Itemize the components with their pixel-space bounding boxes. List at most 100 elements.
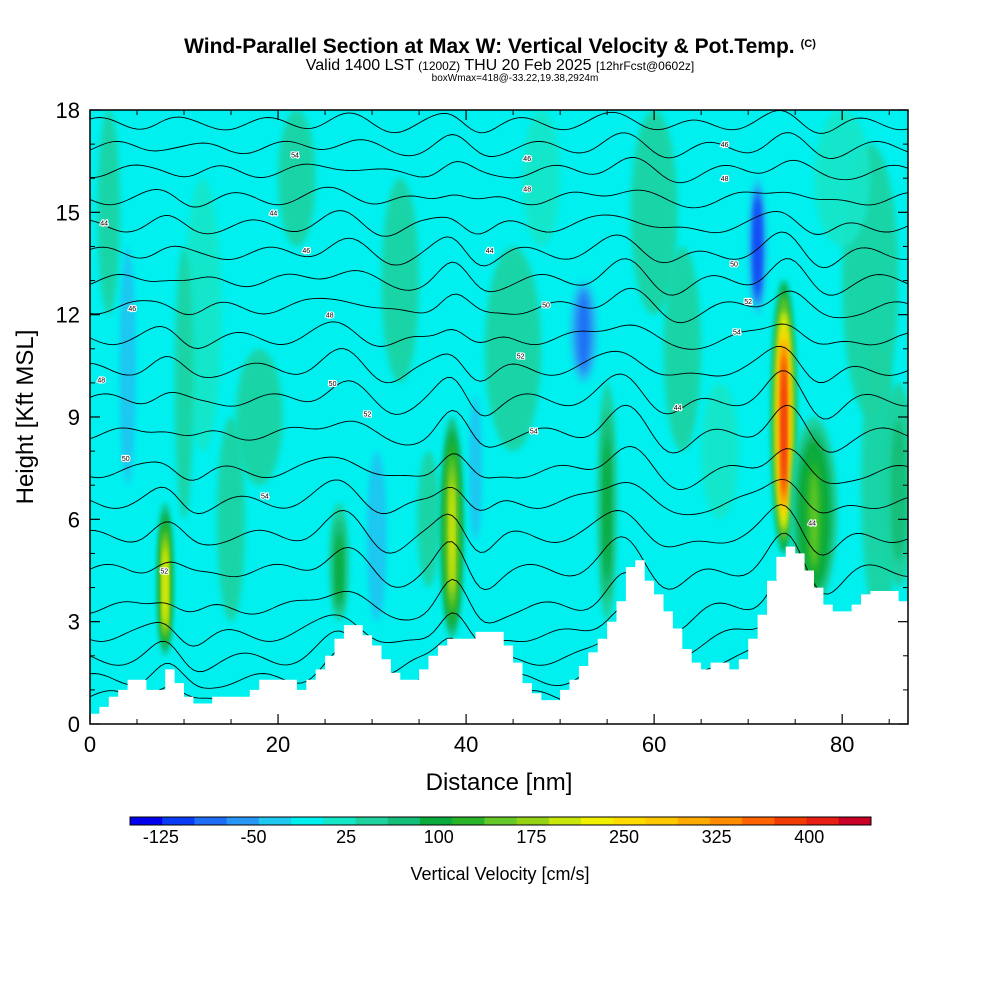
colorbar-swatch <box>774 817 808 825</box>
updraft-core <box>896 442 901 545</box>
isentrope-label: 46 <box>128 306 136 313</box>
isentrope-label: 48 <box>326 313 334 320</box>
weak-updraft-patch <box>381 178 420 383</box>
weak-updraft-patch <box>630 110 678 315</box>
title-main: Wind-Parallel Section at Max W: Vertical… <box>184 35 795 58</box>
isentrope-label: 46 <box>721 142 729 149</box>
isentrope-line <box>90 370 908 420</box>
downdraft-core <box>125 282 131 450</box>
valid-utc: (1200Z) <box>418 59 461 73</box>
x-tick-label: 80 <box>830 732 854 757</box>
weak-updraft-patch <box>235 348 283 486</box>
downdraft-core <box>754 198 761 295</box>
colorbar-tick-label: 25 <box>336 827 356 847</box>
colorbar-label: Vertical Velocity [cm/s] <box>410 864 590 884</box>
axes: 0 20 40 60 80 0 3 6 9 12 15 18 Distance [nm] Height [… <box>12 98 908 796</box>
isentrope-label: 52 <box>160 569 168 576</box>
x-tick-label: 60 <box>642 732 666 757</box>
y-tick-label: 18 <box>56 98 80 123</box>
colorbar-frame <box>129 816 872 826</box>
isentrope-label: 50 <box>730 262 738 269</box>
chart-subtitle: Valid 1400 LST (1200Z) THU 20 Feb 2025 [… <box>0 58 1000 74</box>
colorbar-tick-label: 325 <box>702 827 732 847</box>
weak-updraft-patch <box>97 110 121 315</box>
plot-area: 44 46 48 50 52 54 44 46 48 50 52 54 44 46 48 50 52 54 44 46… <box>90 110 908 724</box>
colorbar-swatch <box>387 817 421 825</box>
isentrope-line <box>90 258 908 296</box>
isentrope-label: 54 <box>261 493 269 500</box>
isentrope-label: 44 <box>674 405 682 412</box>
isentrope-label: 48 <box>721 176 729 183</box>
isentrope-line <box>90 210 908 237</box>
isentrope-line <box>90 231 908 269</box>
y-tick-label: 15 <box>56 200 80 225</box>
colorbar-swatch <box>581 817 614 825</box>
colorbar-swatch <box>291 817 324 825</box>
title-copyright: (C) <box>800 38 816 50</box>
colorbar: -125 -50 25 100 175 250 325 400 <box>129 816 872 847</box>
forecast-info: [12hrFcst@0602z] <box>595 59 695 73</box>
updraft-core <box>449 480 454 592</box>
downdraft-core <box>472 408 479 528</box>
colorbar-swatch <box>806 817 840 825</box>
isentrope-line <box>90 110 908 134</box>
colorbar-swatch <box>194 817 228 825</box>
updraft-core <box>163 549 168 626</box>
isentrope-line <box>90 445 908 491</box>
colorbar-swatch <box>419 817 453 825</box>
isentrope-line <box>90 532 908 595</box>
isentrope-label: 54 <box>733 330 741 337</box>
isentrope-label: 50 <box>329 381 337 388</box>
weak-updraft-patch <box>484 246 542 452</box>
colorbar-tick-label: 250 <box>609 827 639 847</box>
isentrope-line <box>90 321 908 350</box>
isentrope-label: 52 <box>517 354 525 361</box>
isentrope-line <box>90 478 908 516</box>
colorbar-swatch <box>548 817 582 825</box>
colorbar-swatch <box>742 817 775 825</box>
isentrope-label: 50 <box>542 302 550 309</box>
valid-time: Valid 1400 LST <box>305 57 414 74</box>
isentrope-line <box>90 157 908 184</box>
isentrope-label: 46 <box>523 156 531 163</box>
colorbar-swatch <box>130 817 163 825</box>
isentrope-line <box>90 132 908 159</box>
updraft-core <box>781 357 786 494</box>
y-tick-label: 3 <box>68 610 80 635</box>
y-tick-label: 9 <box>68 405 80 430</box>
weak-updraft-patch <box>701 382 739 520</box>
colorbar-tick-label: -125 <box>143 827 179 847</box>
colorbar-tick-label: -50 <box>240 827 266 847</box>
isentrope-label: 44 <box>808 521 816 528</box>
isentrope-label: 54 <box>530 429 538 436</box>
y-axis-label: Height [Kft MSL] <box>12 330 39 505</box>
isentrope-label: 52 <box>363 412 371 419</box>
x-tick-label: 20 <box>266 732 290 757</box>
box-max-info: boxWmax=418@-33.22,19.38,2924m <box>431 73 599 84</box>
isentrope-label: 52 <box>744 299 752 306</box>
isentrope-line <box>90 186 908 209</box>
colorbar-tick-label: 400 <box>794 827 824 847</box>
isentrope-line <box>90 287 908 324</box>
weak-updraft-patch <box>813 110 871 247</box>
weak-updraft-patch <box>216 416 246 622</box>
chart-title-block: Wind-Parallel Section at Max W: Vertical… <box>0 36 1000 84</box>
colorbar-swatch <box>709 817 743 825</box>
colorbar-tick-label: 175 <box>516 827 546 847</box>
colorbar-swatch <box>355 817 389 825</box>
chart-title: Wind-Parallel Section at Max W: Vertical… <box>184 36 816 57</box>
updraft-core <box>810 472 818 567</box>
isentrope-label: 44 <box>486 248 494 255</box>
colorbar-tick-label: 100 <box>424 827 454 847</box>
colorbar-swatch <box>613 817 646 825</box>
colorbar-swatch <box>323 817 357 825</box>
x-tick-label: 0 <box>84 732 96 757</box>
colorbar-swatch <box>645 817 679 825</box>
isentrope-label: 48 <box>97 377 105 384</box>
isentrope-line <box>90 345 908 384</box>
isentrope-label: 46 <box>302 248 310 255</box>
valid-date: THU 20 Feb 2025 <box>464 57 592 74</box>
isentrope-line <box>90 404 908 454</box>
isentrope-line <box>90 504 908 556</box>
